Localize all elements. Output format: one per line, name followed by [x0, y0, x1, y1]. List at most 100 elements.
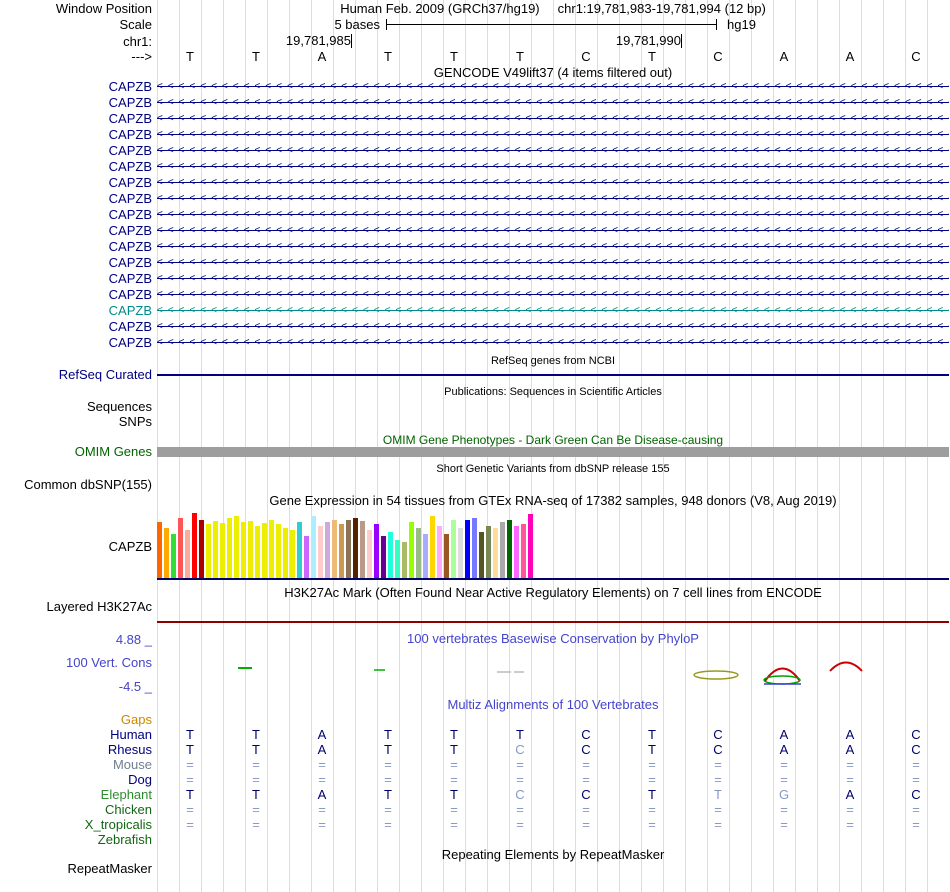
- gtex-tissue-bar[interactable]: [388, 532, 393, 578]
- gtex-tissue-bar[interactable]: [192, 513, 197, 578]
- cons-track-label[interactable]: 100 Vert. Cons: [66, 655, 152, 670]
- gtex-tissue-bar[interactable]: [164, 528, 169, 578]
- common-dbsnp-label[interactable]: Common dbSNP(155): [24, 477, 152, 492]
- gtex-tissue-bar[interactable]: [157, 522, 162, 578]
- gencode-gene-label[interactable]: CAPZB: [108, 127, 152, 142]
- gencode-transcript-row[interactable]: <<<<<<<<<<<<<<<<<<<<<<<<<<<<<<<<<<<<<<<<…: [157, 303, 949, 319]
- gtex-tissue-bar[interactable]: [199, 520, 204, 578]
- gencode-transcript-row[interactable]: <<<<<<<<<<<<<<<<<<<<<<<<<<<<<<<<<<<<<<<<…: [157, 175, 949, 191]
- sequences-track-label[interactable]: Sequences: [86, 399, 152, 414]
- gencode-gene-label[interactable]: CAPZB: [108, 143, 152, 158]
- gencode-transcript-row[interactable]: <<<<<<<<<<<<<<<<<<<<<<<<<<<<<<<<<<<<<<<<…: [157, 239, 949, 255]
- gtex-tissue-bar[interactable]: [500, 522, 505, 578]
- gencode-gene-label[interactable]: CAPZB: [108, 223, 152, 238]
- gencode-gene-label[interactable]: CAPZB: [108, 111, 152, 126]
- gtex-tissue-bar[interactable]: [437, 526, 442, 578]
- gtex-tissue-bar[interactable]: [444, 534, 449, 578]
- multiz-species-label[interactable]: Mouse: [112, 757, 152, 772]
- multiz-species-label[interactable]: Human: [110, 727, 152, 742]
- gtex-tissue-bar[interactable]: [367, 530, 372, 578]
- gtex-tissue-bar[interactable]: [290, 530, 295, 578]
- repeatmasker-label[interactable]: RepeatMasker: [67, 861, 152, 876]
- gencode-gene-label[interactable]: CAPZB: [108, 207, 152, 222]
- gtex-tissue-bar[interactable]: [458, 528, 463, 578]
- gencode-gene-label[interactable]: CAPZB: [108, 79, 152, 94]
- gtex-tissue-bar[interactable]: [374, 524, 379, 578]
- omim-gene-bar[interactable]: [157, 447, 949, 457]
- gtex-tissue-bar[interactable]: [507, 520, 512, 578]
- gtex-tissue-bar[interactable]: [171, 534, 176, 578]
- gtex-tissue-bar[interactable]: [234, 516, 239, 578]
- gtex-tissue-bar[interactable]: [325, 522, 330, 578]
- gencode-gene-label[interactable]: CAPZB: [108, 303, 152, 318]
- refseq-curated-track[interactable]: [157, 374, 949, 376]
- gencode-transcript-row[interactable]: <<<<<<<<<<<<<<<<<<<<<<<<<<<<<<<<<<<<<<<<…: [157, 287, 949, 303]
- gtex-tissue-bar[interactable]: [395, 540, 400, 578]
- gencode-transcript-row[interactable]: <<<<<<<<<<<<<<<<<<<<<<<<<<<<<<<<<<<<<<<<…: [157, 223, 949, 239]
- gtex-tissue-bar[interactable]: [255, 526, 260, 578]
- gtex-tissue-bar[interactable]: [339, 524, 344, 578]
- gencode-transcript-row[interactable]: <<<<<<<<<<<<<<<<<<<<<<<<<<<<<<<<<<<<<<<<…: [157, 127, 949, 143]
- gtex-tissue-bar[interactable]: [381, 536, 386, 578]
- gtex-tissue-bar[interactable]: [206, 524, 211, 578]
- gtex-tissue-bar[interactable]: [311, 516, 316, 578]
- gencode-transcript-row[interactable]: <<<<<<<<<<<<<<<<<<<<<<<<<<<<<<<<<<<<<<<<…: [157, 79, 949, 95]
- gtex-tissue-bar[interactable]: [269, 520, 274, 578]
- gtex-tissue-bar[interactable]: [423, 534, 428, 578]
- gtex-tissue-bar[interactable]: [178, 518, 183, 578]
- gtex-tissue-bar[interactable]: [283, 528, 288, 578]
- gtex-tissue-bar[interactable]: [402, 542, 407, 578]
- gtex-tissue-bar[interactable]: [241, 522, 246, 578]
- gtex-tissue-bar[interactable]: [227, 518, 232, 578]
- gtex-tissue-bar[interactable]: [332, 520, 337, 578]
- gencode-gene-label[interactable]: CAPZB: [108, 319, 152, 334]
- gencode-transcript-row[interactable]: <<<<<<<<<<<<<<<<<<<<<<<<<<<<<<<<<<<<<<<<…: [157, 319, 949, 335]
- gtex-tissue-bar[interactable]: [409, 522, 414, 578]
- gencode-gene-label[interactable]: CAPZB: [108, 271, 152, 286]
- gtex-gene-label[interactable]: CAPZB: [108, 539, 152, 554]
- gencode-transcript-row[interactable]: <<<<<<<<<<<<<<<<<<<<<<<<<<<<<<<<<<<<<<<<…: [157, 143, 949, 159]
- multiz-species-label[interactable]: Chicken: [105, 802, 152, 817]
- gencode-transcript-row[interactable]: <<<<<<<<<<<<<<<<<<<<<<<<<<<<<<<<<<<<<<<<…: [157, 95, 949, 111]
- gencode-transcript-row[interactable]: <<<<<<<<<<<<<<<<<<<<<<<<<<<<<<<<<<<<<<<<…: [157, 159, 949, 175]
- gtex-tissue-bar[interactable]: [514, 526, 519, 578]
- gtex-tissue-bar[interactable]: [213, 521, 218, 578]
- gtex-tissue-bar[interactable]: [493, 528, 498, 578]
- gtex-tissue-bar[interactable]: [472, 518, 477, 578]
- gencode-gene-label[interactable]: CAPZB: [108, 159, 152, 174]
- gencode-transcript-row[interactable]: <<<<<<<<<<<<<<<<<<<<<<<<<<<<<<<<<<<<<<<<…: [157, 335, 949, 351]
- gencode-gene-label[interactable]: CAPZB: [108, 191, 152, 206]
- gtex-tissue-bar[interactable]: [528, 514, 533, 578]
- gtex-tissue-bar[interactable]: [297, 522, 302, 578]
- gtex-tissue-bar[interactable]: [318, 526, 323, 578]
- gtex-tissue-bar[interactable]: [353, 518, 358, 578]
- gencode-gene-label[interactable]: CAPZB: [108, 175, 152, 190]
- gtex-tissue-bar[interactable]: [451, 520, 456, 578]
- gtex-tissue-bar[interactable]: [304, 536, 309, 578]
- gtex-tissue-bar[interactable]: [479, 532, 484, 578]
- gencode-gene-label[interactable]: CAPZB: [108, 335, 152, 350]
- gtex-tissue-bar[interactable]: [262, 523, 267, 578]
- snps-track-label[interactable]: SNPs: [118, 414, 152, 429]
- gencode-transcript-row[interactable]: <<<<<<<<<<<<<<<<<<<<<<<<<<<<<<<<<<<<<<<<…: [157, 111, 949, 127]
- gtex-tissue-bar[interactable]: [346, 520, 351, 578]
- gtex-tissue-bar[interactable]: [248, 521, 253, 578]
- gencode-transcript-row[interactable]: <<<<<<<<<<<<<<<<<<<<<<<<<<<<<<<<<<<<<<<<…: [157, 271, 949, 287]
- gencode-gene-label[interactable]: CAPZB: [108, 287, 152, 302]
- multiz-species-label[interactable]: Rhesus: [107, 742, 152, 757]
- gencode-gene-label[interactable]: CAPZB: [108, 255, 152, 270]
- gtex-tissue-bar[interactable]: [276, 524, 281, 578]
- gtex-tissue-bar[interactable]: [360, 521, 365, 578]
- gencode-transcript-row[interactable]: <<<<<<<<<<<<<<<<<<<<<<<<<<<<<<<<<<<<<<<<…: [157, 191, 949, 207]
- gencode-transcript-row[interactable]: <<<<<<<<<<<<<<<<<<<<<<<<<<<<<<<<<<<<<<<<…: [157, 207, 949, 223]
- gtex-tissue-bar[interactable]: [430, 516, 435, 578]
- gtex-tissue-bar[interactable]: [521, 524, 526, 578]
- gtex-tissue-bar[interactable]: [220, 523, 225, 578]
- multiz-species-label[interactable]: X_tropicalis: [84, 817, 152, 832]
- multiz-species-label[interactable]: Gaps: [120, 712, 152, 727]
- omim-genes-label[interactable]: OMIM Genes: [74, 444, 152, 459]
- gtex-tissue-bar[interactable]: [486, 526, 491, 578]
- gtex-tissue-bar[interactable]: [185, 530, 190, 578]
- gtex-tissue-bar[interactable]: [465, 520, 470, 578]
- refseq-curated-label[interactable]: RefSeq Curated: [58, 367, 152, 382]
